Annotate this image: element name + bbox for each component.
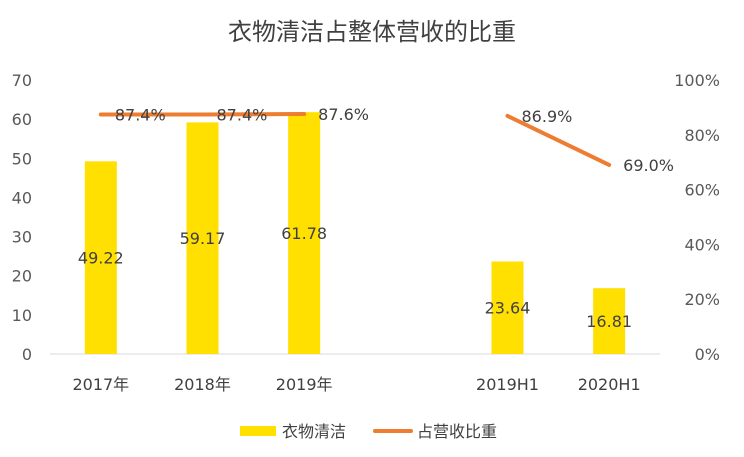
line-series [98,111,612,167]
y2-tick-label: 0% [695,345,720,364]
x-tick-label: 2019年 [276,375,333,394]
y-tick-label: 10 [12,306,32,325]
line-value-label: 86.9% [522,107,573,126]
y2-tick-label: 100% [674,71,720,90]
line-value-label: 87.4% [217,106,268,125]
bar [288,112,321,354]
y-tick-label: 50 [12,149,32,168]
bar-value-label: 16.81 [586,312,632,331]
legend-swatch-bar [240,426,276,436]
y2-tick-label: 80% [684,126,720,145]
bar [491,261,524,354]
bar-value-label: 59.17 [180,229,226,248]
y-tick-label: 30 [12,228,32,247]
bar [84,161,117,354]
bar-value-label: 23.64 [485,299,531,318]
y2-tick-label: 60% [684,181,720,200]
y-tick-label: 40 [12,188,32,207]
legend-label-line: 占营收比重 [417,422,497,441]
chart-title: 衣物清洁占整体营收的比重 [228,18,516,46]
x-tick-label: 2018年 [174,375,231,394]
data-labels: 49.22 59.17 61.78 23.64 16.81 87.4% 87.4% 87.6%… [78,105,674,331]
line-segment [98,111,307,117]
x-tick-label: 2017年 [72,375,129,394]
line-value-label: 69.0% [623,156,674,175]
y-tick-label: 0 [22,345,32,364]
y-tick-label: 60 [12,110,32,129]
axes: 0 10 20 30 40 50 60 70 0% 20% 40% 60% 80% 100% 2017年 20… [12,71,720,394]
bar-value-label: 61.78 [281,224,327,243]
bar-value-label: 49.22 [78,249,124,268]
bar [593,288,626,354]
y-tick-label: 20 [12,267,32,286]
y2-tick-label: 40% [684,235,720,254]
legend-label-bar: 衣物清洁 [282,422,346,441]
y2-tick-label: 20% [684,290,720,309]
line-value-label: 87.6% [318,105,369,124]
legend: 衣物清洁 占营收比重 [240,422,497,441]
y-tick-label: 70 [12,71,32,90]
line-value-label: 87.4% [115,106,166,125]
x-tick-label: 2020H1 [578,375,641,394]
bar [186,122,219,354]
x-tick-label: 2019H1 [476,375,539,394]
bar-series [84,112,626,354]
line-segment [505,113,612,167]
